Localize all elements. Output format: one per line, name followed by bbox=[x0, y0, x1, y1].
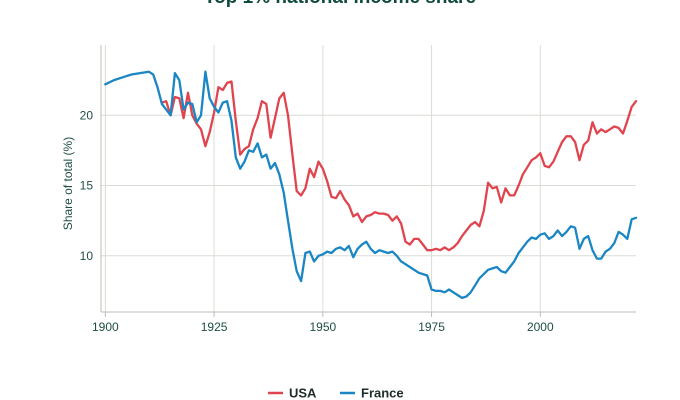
series-line-france bbox=[104, 70, 638, 300]
x-tick-label: 2000 bbox=[527, 320, 554, 334]
x-tick-label: 1900 bbox=[92, 320, 119, 334]
legend-label-usa: USA bbox=[289, 386, 317, 400]
y-tick-label: 20 bbox=[80, 108, 94, 122]
x-tick-label: 1975 bbox=[418, 320, 445, 334]
y-tick-label: 15 bbox=[80, 179, 94, 193]
legend-label-france: France bbox=[361, 386, 404, 400]
series-line-usa bbox=[160, 80, 638, 252]
y-axis-title: Share of total (%) bbox=[61, 137, 75, 230]
x-tick-label: 1925 bbox=[201, 320, 228, 334]
x-tick-label: 1950 bbox=[309, 320, 336, 334]
y-tick-label: 10 bbox=[80, 249, 94, 263]
chart-title: Top 1% national income share bbox=[0, 0, 680, 8]
